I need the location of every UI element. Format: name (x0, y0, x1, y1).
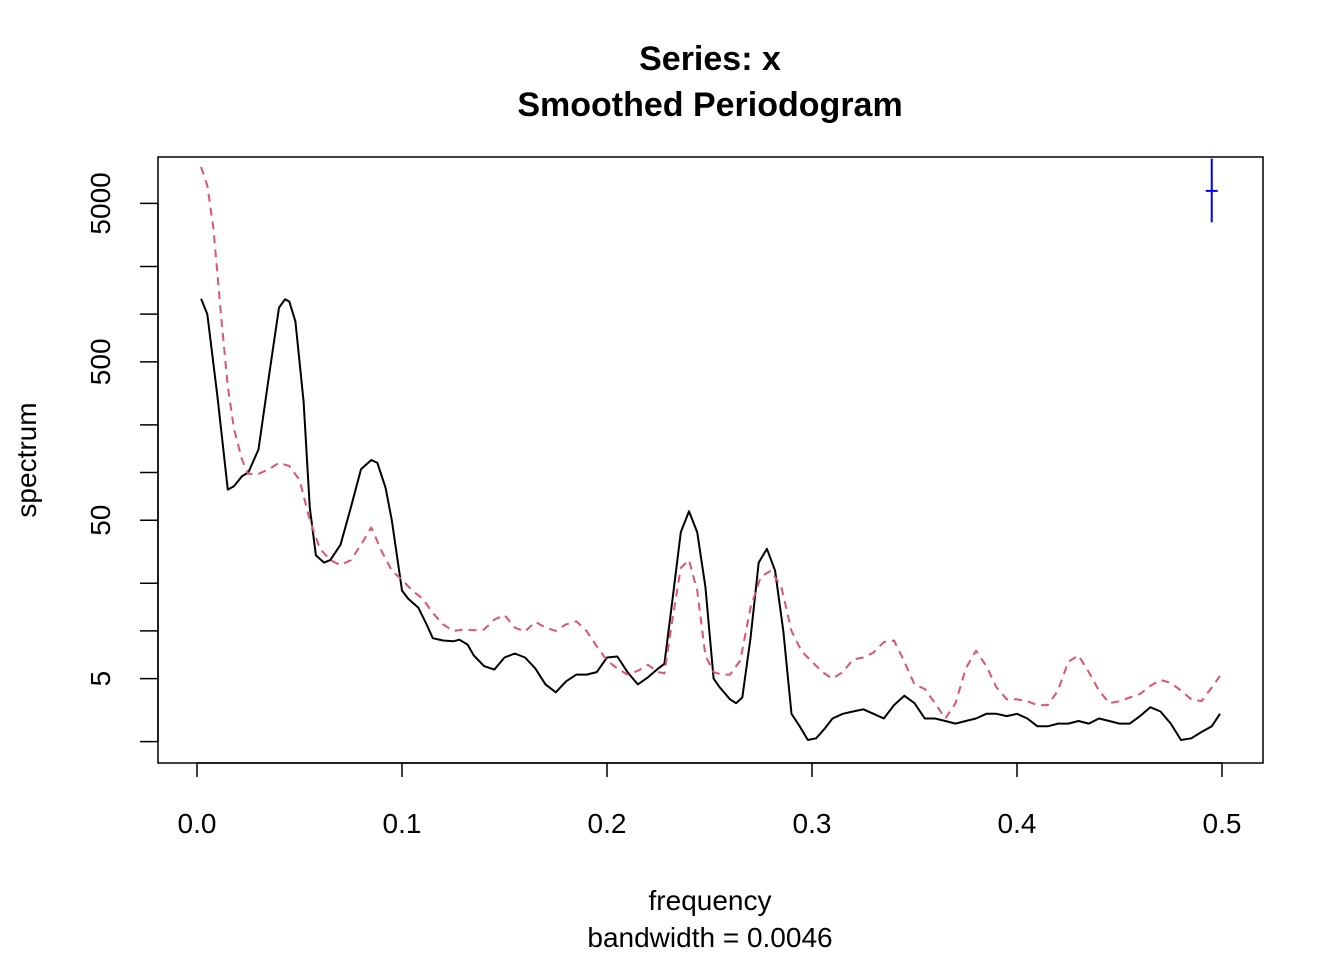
y-tick-label: 5000 (85, 172, 116, 234)
chart-title: Series: x (639, 40, 781, 78)
x-tick-label: 0.2 (588, 808, 627, 839)
y-axis-label: spectrum (11, 402, 42, 517)
x-axis: 0.0 0.1 0.2 0.3 0.4 0.5 (178, 762, 1242, 839)
confidence-interval-bar (1205, 158, 1218, 223)
x-tick-label: 0.4 (998, 808, 1037, 839)
x-tick-label: 0.0 (178, 808, 217, 839)
y-tick-label: 500 (85, 338, 116, 385)
plot-frame (157, 156, 1264, 764)
x-tick-label: 0.1 (383, 808, 422, 839)
dashed-series-line (200, 166, 1221, 720)
x-axis-label: frequency (649, 885, 772, 916)
x-axis-sublabel: bandwidth = 0.0046 (587, 922, 832, 953)
chart-subtitle: Smoothed Periodogram (517, 86, 902, 124)
y-tick-label: 5 (85, 671, 116, 687)
solid-series-line (200, 298, 1221, 741)
y-tick-label: 50 (85, 505, 116, 536)
x-tick-label: 0.5 (1203, 808, 1242, 839)
series-layer (200, 166, 1221, 741)
x-tick-label: 0.3 (793, 808, 832, 839)
y-axis: 5 50 500 5000 (85, 172, 159, 743)
